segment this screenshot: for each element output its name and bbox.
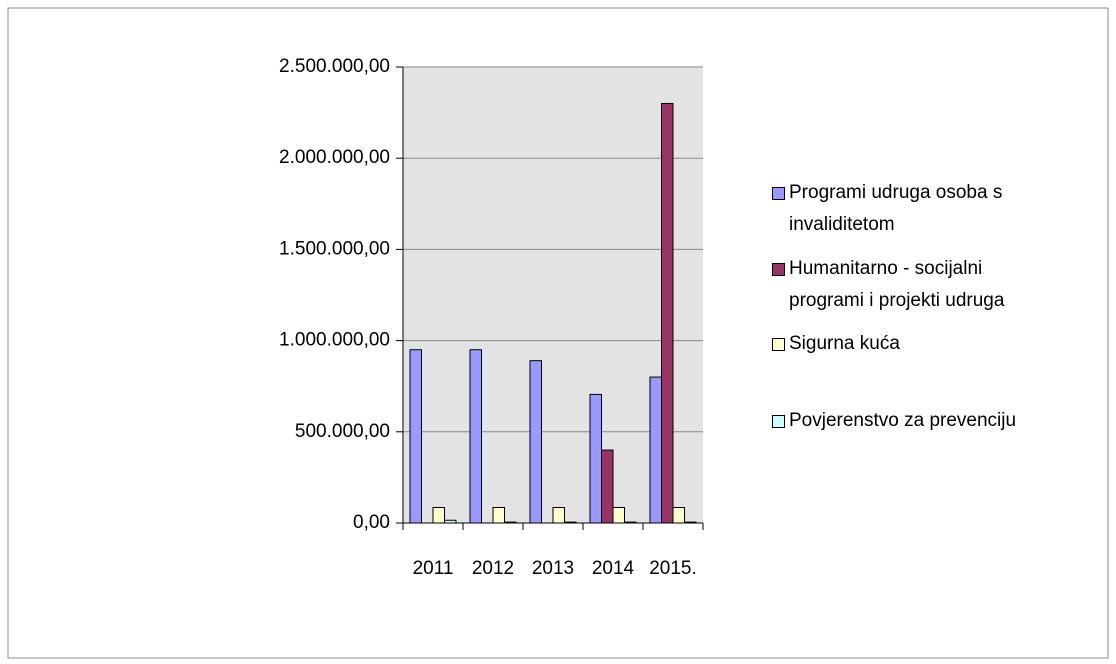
bar	[612, 506, 625, 524]
x-tick-label: 2015.	[649, 558, 697, 579]
bar	[409, 349, 422, 524]
bar	[649, 376, 662, 524]
bar	[589, 393, 602, 524]
bar	[492, 506, 505, 524]
legend-label: Humanitarno - socijalni programi i proje…	[789, 258, 1005, 311]
bar	[529, 360, 542, 524]
bar	[432, 506, 445, 524]
legend-item: Humanitarno - socijalni programi i proje…	[772, 253, 1062, 317]
bar	[552, 506, 565, 524]
legend-swatch	[772, 415, 785, 428]
x-tick-label: 2014	[592, 558, 635, 579]
legend-item: Programi udruga osoba s invaliditetom	[772, 177, 1062, 241]
legend-swatch	[772, 263, 785, 276]
legend-item: Povjerenstvo za prevenciju	[772, 405, 1062, 437]
bar	[661, 102, 674, 524]
legend-swatch	[772, 187, 785, 200]
x-tick-label: 2012	[472, 558, 514, 579]
legend-label: Povjerenstvo za prevenciju	[789, 410, 1017, 431]
legend-label: Programi udruga osoba s invaliditetom	[789, 182, 1003, 235]
y-tick-label: 2.500.000,00	[279, 56, 390, 77]
y-tick-label: 1.000.000,00	[279, 330, 390, 351]
y-tick-label: 500.000,00	[295, 421, 390, 442]
y-tick-label: 2.000.000,00	[279, 147, 390, 168]
x-tick-label: 2013	[532, 558, 574, 579]
legend-label: Sigurna kuća	[789, 333, 900, 354]
y-tick-label: 0,00	[353, 512, 390, 533]
legend-swatch	[772, 338, 785, 351]
bar	[672, 506, 685, 524]
y-tick-label: 1.500.000,00	[279, 238, 390, 259]
bar	[601, 449, 614, 524]
bar	[469, 349, 482, 524]
x-tick-label: 2011	[413, 558, 454, 579]
legend-item: Sigurna kuća	[772, 328, 1062, 360]
